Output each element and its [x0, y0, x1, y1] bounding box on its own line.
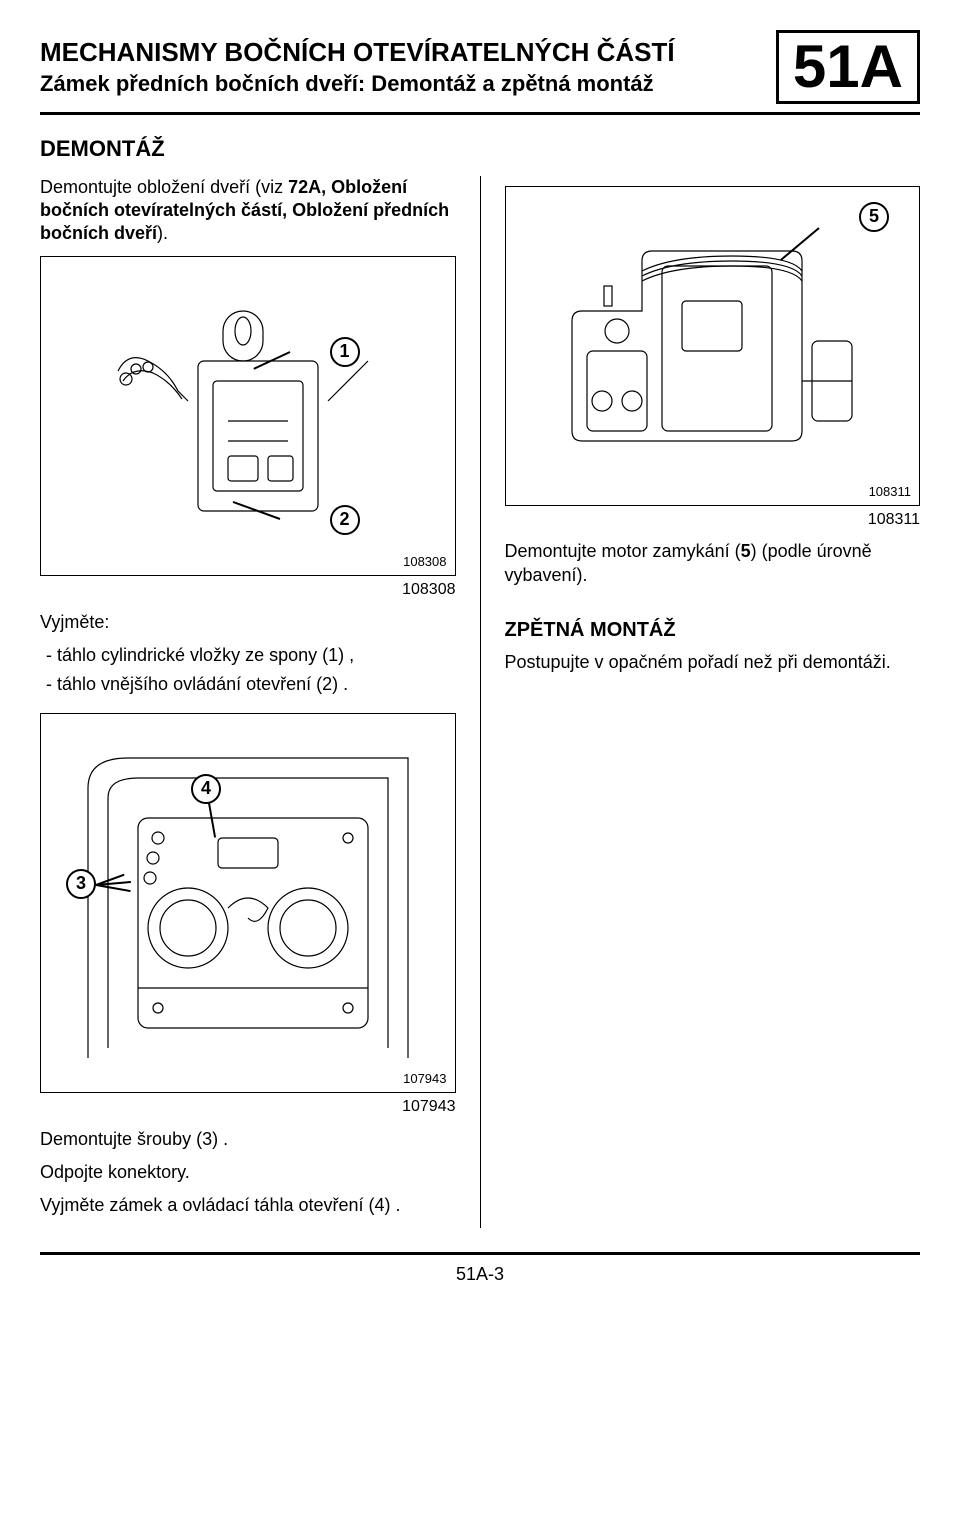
fig2-number: 108311 — [505, 510, 921, 531]
fig1-src: 108308 — [403, 554, 446, 571]
demontaz-heading: DEMONTÁŽ — [40, 135, 920, 164]
right-column: 5 108311 108311 Demontujte motor zamykán… — [505, 176, 921, 1228]
header-subtitle: Zámek předních bočních dveří: Demontáž a… — [40, 70, 776, 99]
remove-item-1: - táhlo cylindrické vložky ze spony (1) … — [46, 644, 456, 667]
remove-label: Vyjměte: — [40, 611, 456, 634]
page-footer: 51A-3 — [40, 1252, 920, 1286]
intro-a: Demontujte obložení dveří (viz — [40, 177, 288, 197]
zpetna-heading: ZPĚTNÁ MONTÁŽ — [505, 617, 921, 643]
fig3-number: 107943 — [40, 1097, 456, 1118]
remove-item-2: - táhlo vnějšího ovládání otevření (2) . — [46, 673, 456, 696]
rt1a: Demontujte motor zamykání ( — [505, 541, 741, 561]
balloon-4: 4 — [191, 774, 221, 804]
figure-2: 5 108311 — [505, 186, 921, 506]
two-column-layout: Demontujte obložení dveří (viz 72A, Oblo… — [40, 176, 920, 1228]
right-text-1: Demontujte motor zamykání (5) (podle úro… — [505, 540, 921, 587]
figure-1: 1 2 108308 — [40, 256, 456, 576]
header-title: MECHANISMY BOČNÍCH OTEVÍRATELNÝCH ČÁSTÍ — [40, 36, 776, 70]
fig3-src: 107943 — [403, 1071, 446, 1088]
intro-paragraph: Demontujte obložení dveří (viz 72A, Oblo… — [40, 176, 456, 246]
step-b: Odpojte konektory. — [40, 1161, 456, 1184]
lock-mechanism-illustration — [78, 271, 418, 561]
rt1b: 5 — [741, 541, 751, 561]
figure-3: 3 4 107943 — [40, 713, 456, 1093]
remove-list: - táhlo cylindrické vložky ze spony (1) … — [46, 644, 456, 703]
page-number: 51A-3 — [456, 1264, 504, 1284]
column-divider — [480, 176, 481, 1228]
balloon-2: 2 — [330, 505, 360, 535]
step-c: Vyjměte zámek a ovládací táhla otevření … — [40, 1194, 456, 1217]
right-text-2: Postupujte v opačném pořadí než při demo… — [505, 651, 921, 674]
page-header: MECHANISMY BOČNÍCH OTEVÍRATELNÝCH ČÁSTÍ … — [40, 30, 920, 115]
fig1-number: 108308 — [40, 580, 456, 601]
fig2-src: 108311 — [869, 484, 911, 501]
door-panel-illustration — [58, 728, 438, 1078]
balloon-1: 1 — [330, 337, 360, 367]
intro-c: ). — [157, 223, 168, 243]
lock-motor-illustration — [532, 201, 892, 491]
header-text-block: MECHANISMY BOČNÍCH OTEVÍRATELNÝCH ČÁSTÍ … — [40, 36, 776, 98]
balloon-3: 3 — [66, 869, 96, 899]
step-a: Demontujte šrouby (3) . — [40, 1128, 456, 1151]
section-code-box: 51A — [776, 30, 920, 104]
balloon-5: 5 — [859, 202, 889, 232]
left-column: Demontujte obložení dveří (viz 72A, Oblo… — [40, 176, 456, 1228]
